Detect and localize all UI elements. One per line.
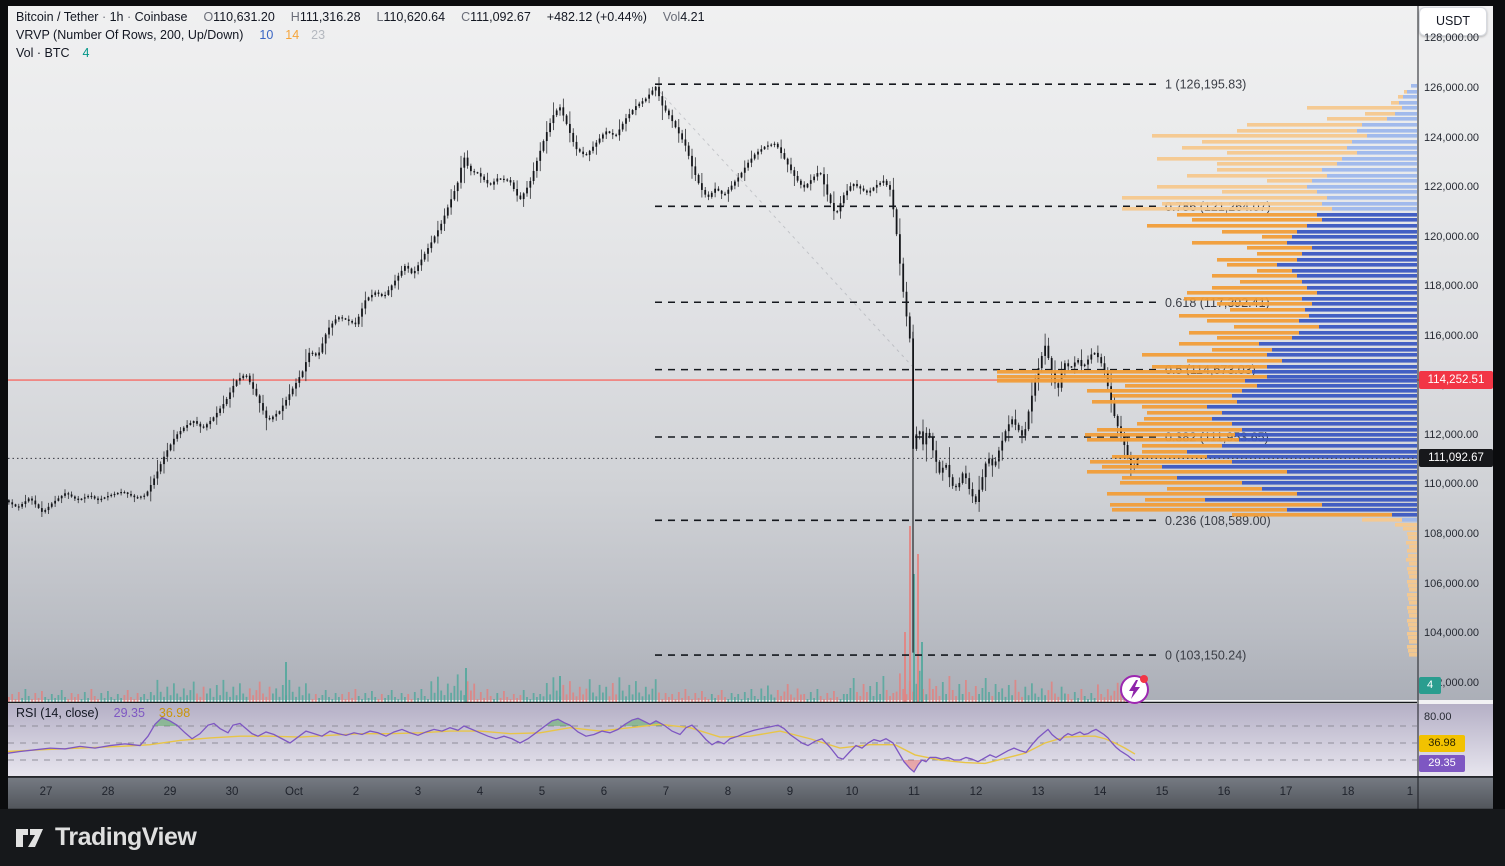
- fib-level-label: 1 (126,195.83): [1165, 78, 1246, 92]
- date-axis-label[interactable]: 12: [969, 786, 983, 798]
- fib-level-label: 0.382 (111,953.65): [1165, 430, 1269, 444]
- rsi-value: 29.35: [113, 706, 145, 720]
- vol-legend[interactable]: Vol · BTC 4: [16, 46, 89, 60]
- date-axis-label[interactable]: 28: [101, 786, 115, 798]
- high-value: 111,316.28: [299, 10, 361, 24]
- symbol-legend[interactable]: Bitcoin / Tether · 1h · Coinbase O110,63…: [16, 10, 705, 24]
- date-axis-label[interactable]: 7: [662, 786, 670, 798]
- price-axis-label: 116,000.00: [1424, 329, 1479, 342]
- date-axis-label[interactable]: 3: [414, 786, 422, 798]
- price-axis-label: 104,000.00: [1424, 627, 1480, 640]
- logo-bar: TradingView: [0, 809, 1505, 866]
- vol-btc-label: Vol · BTC: [16, 46, 70, 60]
- date-axis-label[interactable]: 5: [538, 786, 546, 798]
- volume-axis-badge: 4: [1419, 677, 1441, 694]
- vrvp-label: VRVP (Number Of Rows, 200, Up/Down): [16, 28, 244, 42]
- price-axis-label: 126,000.00: [1424, 82, 1480, 94]
- change-value: +482.12 (+0.44%): [546, 10, 647, 24]
- date-axis-label[interactable]: 6: [600, 786, 608, 798]
- price-axis-label: 120,000.00: [1424, 230, 1480, 243]
- fib-level-label: 0.786 (121,264.07): [1165, 200, 1271, 214]
- tradingview-mark-icon: [16, 829, 43, 847]
- open-value: 110,631.20: [213, 10, 275, 24]
- date-axis-label[interactable]: 27: [39, 786, 53, 798]
- fib-level-label: 0.236 (108,589.00): [1165, 514, 1271, 528]
- alert-price-label[interactable]: 114,252.51: [1419, 371, 1493, 390]
- rsi-ma-value: 36.98: [158, 706, 191, 720]
- price-axis-label: 118,000.00: [1424, 280, 1479, 293]
- rsi-main-badge: 29.35: [1419, 755, 1465, 772]
- fib-level-label: 0 (103,150.24): [1165, 649, 1246, 663]
- price-axis-label: 122,000.00: [1424, 181, 1480, 194]
- exchange: Coinbase: [134, 10, 188, 24]
- tradingview-logo-text: TradingView: [55, 822, 197, 851]
- date-axis-label[interactable]: 4: [476, 786, 484, 798]
- tradingview-logo[interactable]: TradingView: [14, 822, 197, 852]
- date-axis-label[interactable]: 18: [1341, 786, 1355, 798]
- low-value: 110,620.64: [383, 10, 446, 24]
- price-axis-label: 112,000.00: [1424, 428, 1479, 441]
- date-axis-label[interactable]: 17: [1279, 786, 1293, 798]
- vrvp-legend[interactable]: VRVP (Number Of Rows, 200, Up/Down) 10 1…: [16, 28, 325, 42]
- currency-toggle-button[interactable]: USDT: [1419, 7, 1487, 36]
- date-axis-label[interactable]: 13: [1031, 786, 1045, 798]
- date-axis-label[interactable]: 14: [1093, 786, 1107, 798]
- interval[interactable]: 1h: [109, 10, 124, 24]
- price-axis-label: 106,000.00: [1424, 577, 1480, 590]
- date-axis-label[interactable]: 29: [163, 786, 177, 798]
- rsi-axis-80: 80.00: [1424, 710, 1452, 723]
- vrvp-value-1: 10: [259, 28, 274, 42]
- date-axis-label[interactable]: Oct: [285, 786, 303, 798]
- rsi-ma-badge: 36.98: [1419, 735, 1465, 752]
- date-axis-label[interactable]: 10: [845, 786, 859, 798]
- date-axis-label[interactable]: 9: [786, 786, 794, 798]
- date-axis-label[interactable]: 8: [724, 786, 732, 798]
- symbol-title: Bitcoin / Tether: [16, 10, 99, 24]
- vrvp-value-2: 14: [285, 28, 300, 42]
- rsi-label: RSI (14, close): [16, 706, 99, 720]
- date-axis-label[interactable]: 16: [1217, 786, 1231, 798]
- close-value: 111,092.67: [470, 10, 531, 24]
- notification-dot: [1140, 675, 1148, 683]
- date-axis-label[interactable]: 11: [908, 786, 920, 798]
- last-price-label: 111,092.67: [1419, 449, 1493, 468]
- lightning-icon: [1129, 680, 1140, 699]
- vol-btc-value: 4: [82, 46, 90, 60]
- price-axis-label: 108,000.00: [1424, 527, 1480, 540]
- date-axis-label[interactable]: 15: [1155, 786, 1169, 798]
- event-lightning-badge[interactable]: [1120, 675, 1149, 704]
- date-axis-label[interactable]: 2: [352, 786, 360, 798]
- price-axis-label: 124,000.00: [1424, 131, 1480, 144]
- vrvp-value-3: 23: [311, 28, 326, 42]
- price-axis-label: 110,000.00: [1424, 478, 1479, 491]
- volume-value: 4.21: [680, 10, 705, 24]
- rsi-legend[interactable]: RSI (14, close) 29.35 36.98: [16, 706, 190, 720]
- date-axis-label[interactable]: 30: [225, 786, 239, 798]
- price-axis-label: 128,000.00: [1424, 32, 1480, 45]
- date-axis-label[interactable]: 1: [1406, 786, 1414, 798]
